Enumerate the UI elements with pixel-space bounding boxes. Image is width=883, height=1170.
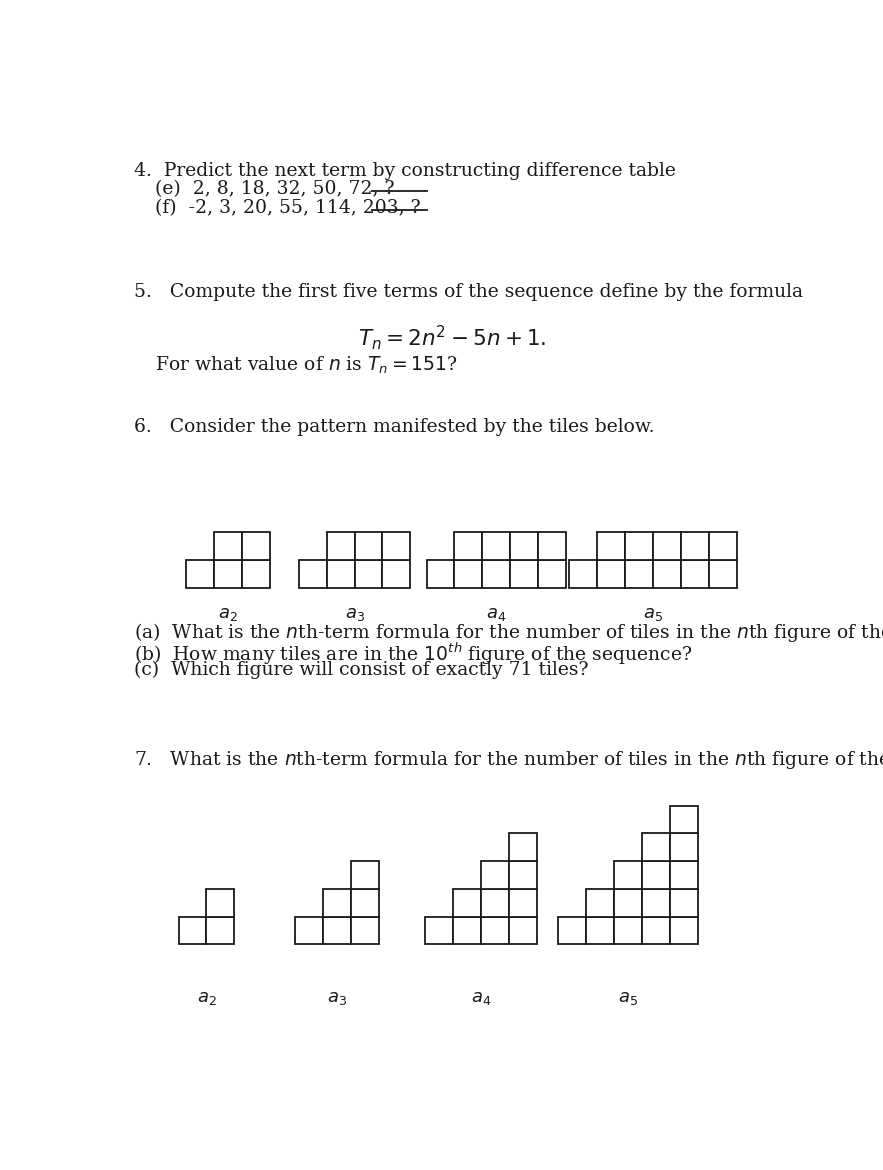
Bar <box>653 560 681 587</box>
Text: (f)  -2, 3, 20, 55, 114, 203, ?: (f) -2, 3, 20, 55, 114, 203, ? <box>155 199 421 216</box>
Bar <box>709 532 736 560</box>
Bar <box>670 889 698 916</box>
Text: $a_4$: $a_4$ <box>471 989 491 1007</box>
Bar <box>455 560 482 587</box>
Bar <box>327 532 354 560</box>
Bar <box>426 560 455 587</box>
Bar <box>354 532 382 560</box>
Text: (c)  Which figure will consist of exactly 71 tiles?: (c) Which figure will consist of exactly… <box>133 661 588 679</box>
Bar <box>538 532 566 560</box>
Bar <box>509 861 537 889</box>
Bar <box>614 861 642 889</box>
Bar <box>242 532 270 560</box>
Bar <box>642 833 670 861</box>
Bar <box>681 532 709 560</box>
Bar <box>351 916 379 944</box>
Bar <box>670 833 698 861</box>
Bar <box>642 861 670 889</box>
Bar <box>586 889 614 916</box>
Bar <box>453 916 481 944</box>
Bar <box>510 532 538 560</box>
Bar <box>653 532 681 560</box>
Bar <box>482 532 510 560</box>
Bar <box>295 916 322 944</box>
Bar <box>382 532 411 560</box>
Bar <box>322 916 351 944</box>
Text: For what value of $n$ is $T_n = 151$?: For what value of $n$ is $T_n = 151$? <box>155 355 458 376</box>
Text: (a)  What is the $n$th-term formula for the number of tiles in the $n$th figure : (a) What is the $n$th-term formula for t… <box>133 621 883 644</box>
Bar <box>558 916 586 944</box>
Bar <box>425 916 453 944</box>
Text: $a_2$: $a_2$ <box>218 605 238 622</box>
Bar <box>709 560 736 587</box>
Bar <box>670 806 698 833</box>
Text: $a_2$: $a_2$ <box>197 989 216 1007</box>
Text: $T_n = 2n^2 - 5n + 1.$: $T_n = 2n^2 - 5n + 1.$ <box>358 324 547 352</box>
Bar <box>510 560 538 587</box>
Bar <box>538 560 566 587</box>
Bar <box>382 560 411 587</box>
Bar <box>586 916 614 944</box>
Bar <box>670 861 698 889</box>
Bar <box>670 916 698 944</box>
Bar <box>215 560 242 587</box>
Text: $a_4$: $a_4$ <box>487 605 507 622</box>
Text: 4.  Predict the next term by constructing difference table: 4. Predict the next term by constructing… <box>133 161 675 180</box>
Bar <box>351 861 379 889</box>
Bar <box>625 560 653 587</box>
Bar <box>327 560 354 587</box>
Bar <box>597 532 625 560</box>
Bar <box>207 889 234 916</box>
Text: $a_5$: $a_5$ <box>618 989 638 1007</box>
Bar <box>509 916 537 944</box>
Bar <box>642 889 670 916</box>
Bar <box>242 560 270 587</box>
Bar <box>351 889 379 916</box>
Bar <box>186 560 215 587</box>
Bar <box>642 916 670 944</box>
Bar <box>681 560 709 587</box>
Bar <box>481 889 509 916</box>
Bar <box>455 532 482 560</box>
Text: 5.   Compute the first five terms of the sequence define by the formula: 5. Compute the first five terms of the s… <box>133 283 803 301</box>
Bar <box>354 560 382 587</box>
Text: $a_3$: $a_3$ <box>327 989 347 1007</box>
Bar <box>453 889 481 916</box>
Bar <box>481 861 509 889</box>
Text: 6.   Consider the pattern manifested by the tiles below.: 6. Consider the pattern manifested by th… <box>133 418 654 435</box>
Bar <box>509 889 537 916</box>
Text: $a_3$: $a_3$ <box>344 605 365 622</box>
Bar <box>570 560 597 587</box>
Bar <box>322 889 351 916</box>
Bar <box>178 916 207 944</box>
Bar <box>482 560 510 587</box>
Text: (b)  How many tiles are in the $10^{th}$ figure of the sequence?: (b) How many tiles are in the $10^{th}$ … <box>133 641 692 667</box>
Bar <box>481 916 509 944</box>
Bar <box>207 916 234 944</box>
Bar <box>625 532 653 560</box>
Text: 7.   What is the $n$th-term formula for the number of tiles in the $n$th figure : 7. What is the $n$th-term formula for th… <box>133 749 883 771</box>
Bar <box>597 560 625 587</box>
Bar <box>614 889 642 916</box>
Text: $a_5$: $a_5$ <box>643 605 663 622</box>
Bar <box>298 560 327 587</box>
Text: (e)  2, 8, 18, 32, 50, 72, ?: (e) 2, 8, 18, 32, 50, 72, ? <box>155 180 395 199</box>
Bar <box>509 833 537 861</box>
Bar <box>215 532 242 560</box>
Bar <box>614 916 642 944</box>
